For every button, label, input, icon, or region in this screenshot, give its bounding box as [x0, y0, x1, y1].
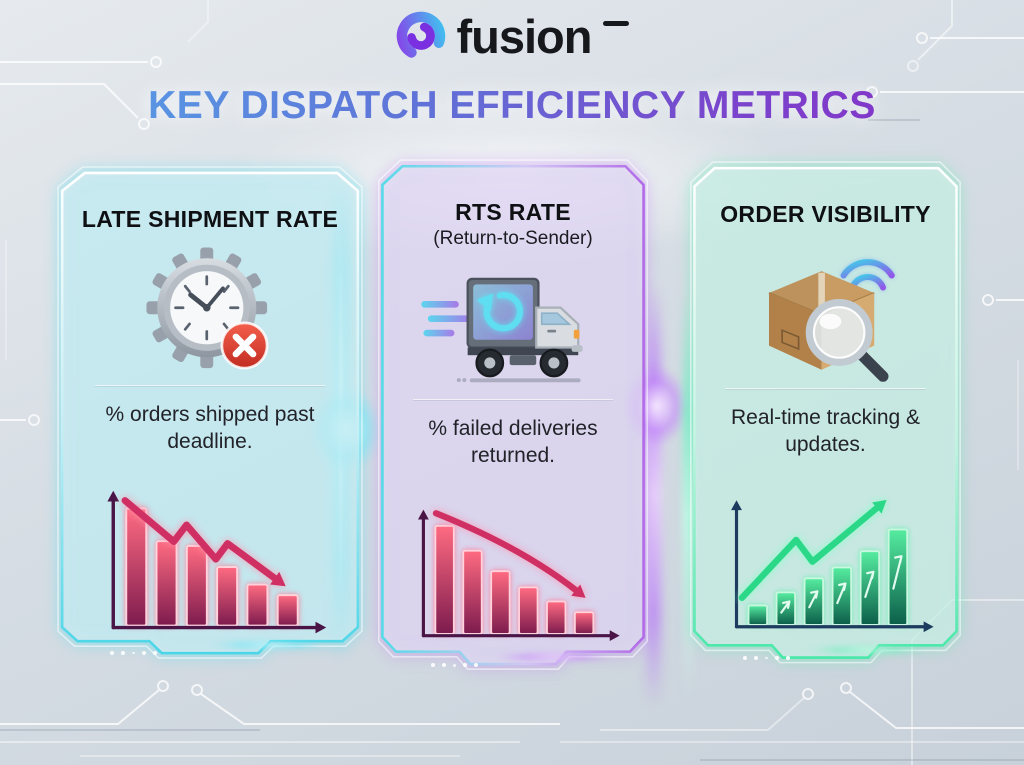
- card-order-visibility: ORDER VISIBILITY: [689, 160, 962, 688]
- card-title: RTS RATE: [455, 198, 571, 225]
- late-shipment-trend-chart: [107, 490, 327, 634]
- fusion-swirl-icon: [396, 11, 445, 61]
- error-x-icon: [232, 333, 257, 358]
- card-title: ORDER VISIBILITY: [720, 201, 931, 228]
- card-rts-rate: RTS RATE (Return-to-Sender): [377, 158, 649, 695]
- chart-dots: [110, 651, 157, 656]
- order-visibility-trend-chart: [730, 500, 934, 633]
- frame-bottom-flare: [792, 644, 942, 656]
- speed-lines-icon: [421, 300, 473, 336]
- magnifier-icon: [805, 299, 888, 383]
- return-arrow-icon: [476, 291, 523, 331]
- page-title: KEY DISPATCH EFFICIENCY METRICS: [0, 84, 1024, 128]
- clock-gear-error-icon: [146, 247, 269, 370]
- rts-rate-trend-chart: [418, 509, 621, 642]
- icon-wrap: [140, 241, 280, 381]
- icon-wrap: [419, 258, 607, 395]
- frame-bottom-flare: [479, 651, 629, 663]
- brand-logo: fusion: [0, 10, 1024, 62]
- card-description: % failed deliveries returned.: [428, 417, 598, 468]
- panel-seam: [413, 399, 613, 401]
- frame-bottom-flare: [194, 639, 344, 651]
- card-subtitle: (Return-to-Sender): [433, 227, 593, 249]
- card-late-shipment-rate: LATE SHIPMENT RATE: [56, 165, 364, 683]
- package-search-wifi-icon: [768, 259, 895, 383]
- panel-seam: [94, 385, 326, 387]
- panel-seam: [725, 388, 926, 390]
- card-title: LATE SHIPMENT RATE: [81, 205, 339, 232]
- card-description: Real-time tracking & updates.: [730, 406, 921, 457]
- logo-dash: [603, 20, 630, 26]
- chart-dots: [431, 663, 478, 668]
- chart-dots: [743, 656, 790, 660]
- brand-name: fusion: [456, 9, 593, 63]
- metric-cards: LATE SHIPMENT RATE: [56, 158, 966, 695]
- icon-wrap: [738, 236, 914, 384]
- card-description: % orders shipped past deadline.: [105, 403, 315, 453]
- return-truck-icon: [421, 277, 583, 382]
